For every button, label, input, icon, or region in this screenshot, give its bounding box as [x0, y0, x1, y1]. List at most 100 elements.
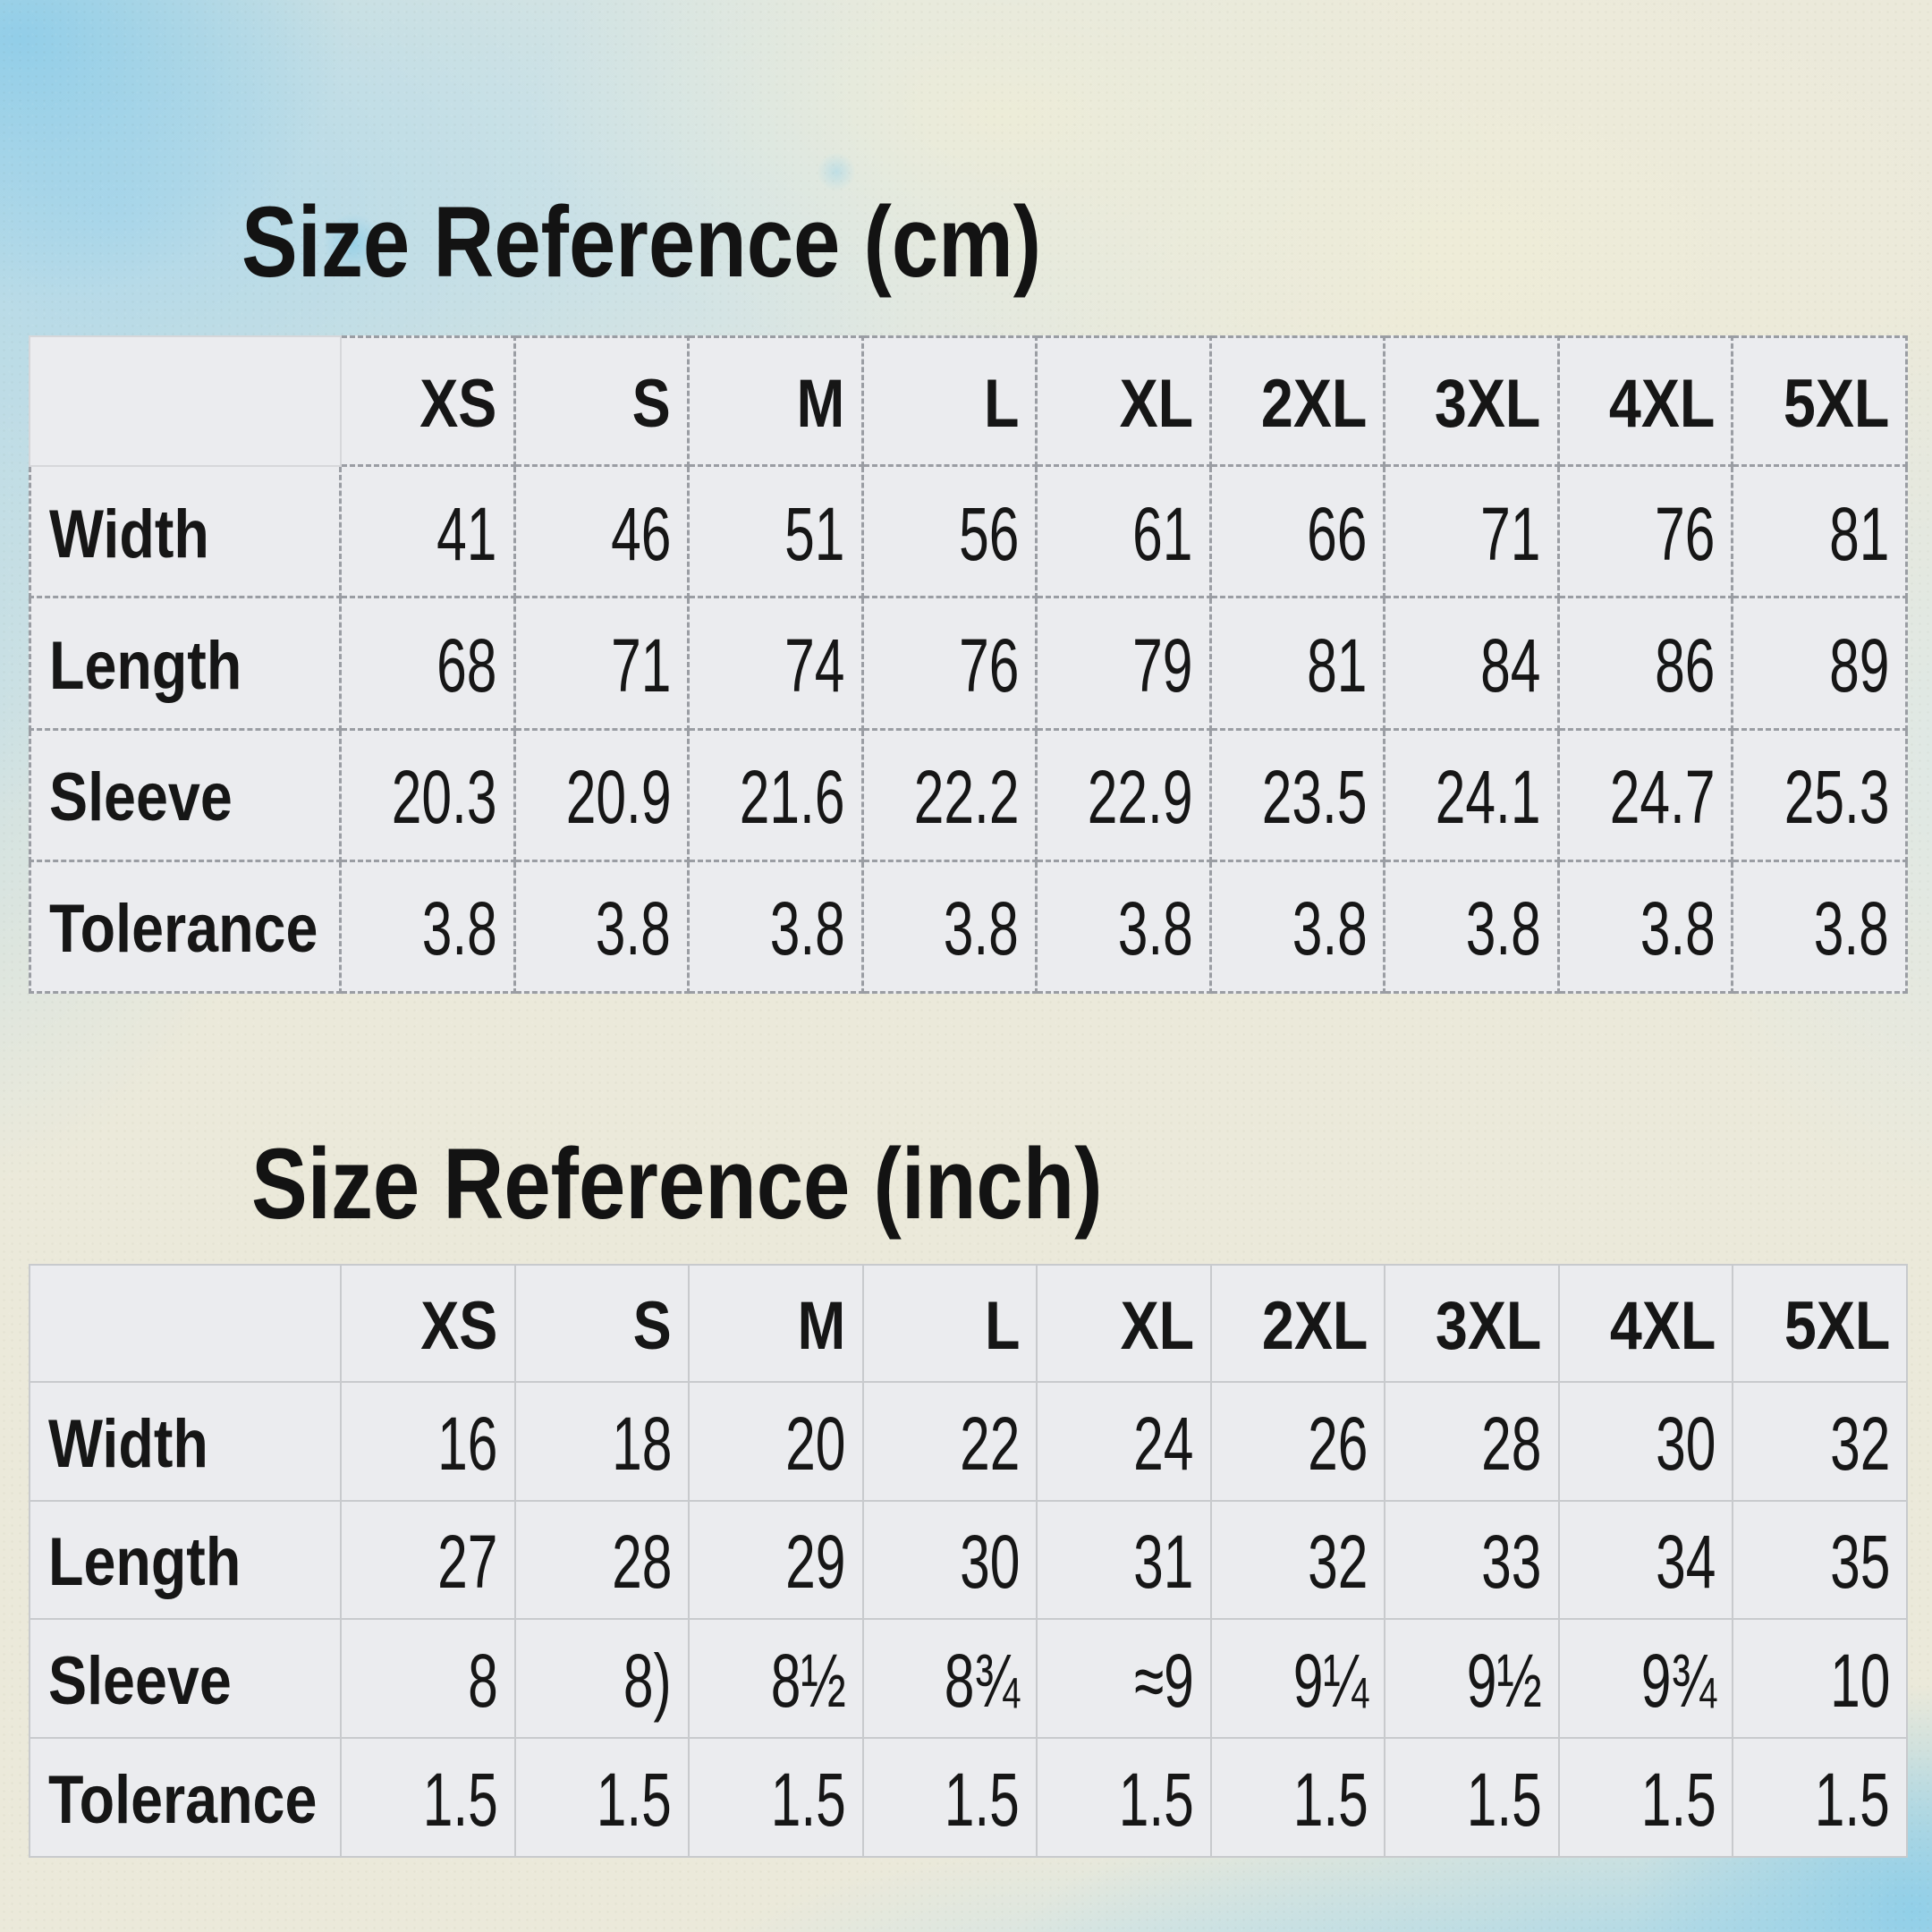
cell-width-m: 20 — [690, 1382, 864, 1502]
cell-text: 76 — [958, 623, 1020, 708]
size-table-cm: XS S M L XL 2XL 3XL 4XL 5XL Width 41 46 51 56 61 66 71 76… — [29, 335, 1908, 994]
cell-tolerance-4xl: 1.5 — [1559, 1739, 1734, 1858]
cell-tolerance-5xl: 1.5 — [1733, 1739, 1908, 1858]
cell-text: 23.5 — [1261, 755, 1368, 840]
column-header-s: S — [515, 1264, 691, 1383]
cell-text: 29 — [785, 1520, 846, 1605]
cell-text: 1.5 — [1640, 1758, 1716, 1843]
cell-length-3xl: 84 — [1385, 598, 1560, 731]
cell-length-m: 74 — [690, 598, 864, 731]
cell-length-l: 76 — [863, 598, 1038, 731]
cell-text: Sleeve — [48, 1643, 232, 1720]
cell-sleeve-3xl: 9½ — [1385, 1620, 1560, 1740]
row-label-width: Width — [29, 1382, 342, 1502]
cell-tolerance-xs: 1.5 — [342, 1739, 516, 1858]
cell-length-4xl: 86 — [1559, 598, 1734, 731]
cell-text: 20.3 — [391, 755, 497, 840]
cell-text: 24.1 — [1436, 755, 1541, 840]
cell-sleeve-m: 21.6 — [690, 730, 864, 862]
column-header-3xl: 3XL — [1385, 335, 1560, 468]
cell-length-xs: 68 — [342, 598, 516, 731]
row-label-sleeve: Sleeve — [29, 730, 342, 862]
cell-width-xs: 41 — [342, 467, 516, 599]
cell-text: 5XL — [1784, 1287, 1890, 1364]
cell-text: Width — [49, 496, 209, 572]
cell-text: 1.5 — [945, 1758, 1021, 1843]
cell-width-s: 18 — [515, 1382, 691, 1502]
cell-text: 27 — [437, 1520, 498, 1605]
title-text: Size Reference (cm) — [242, 186, 1042, 298]
cell-text: 3XL — [1436, 1287, 1542, 1364]
cell-length-m: 29 — [690, 1501, 864, 1621]
cell-text: 1.5 — [597, 1758, 673, 1843]
cell-text: 1.5 — [1814, 1758, 1890, 1843]
cell-text: 30 — [1656, 1401, 1716, 1486]
cell-tolerance-s: 3.8 — [515, 861, 691, 994]
cell-text: 34 — [1656, 1520, 1716, 1605]
cell-text: Width — [48, 1405, 208, 1482]
cell-text: 28 — [611, 1520, 673, 1605]
cell-text: 84 — [1480, 623, 1541, 708]
cell-text: 2XL — [1260, 366, 1368, 443]
cell-text: XS — [420, 1287, 498, 1364]
cell-text: Sleeve — [49, 759, 233, 836]
cell-text: 1.5 — [422, 1758, 498, 1843]
cell-width-l: 22 — [863, 1382, 1038, 1502]
cell-text: 3.8 — [1465, 886, 1541, 971]
cell-text: S — [633, 1287, 673, 1364]
cell-text: Tolerance — [49, 891, 318, 968]
column-header-m: M — [690, 1264, 864, 1383]
cell-text: 20 — [785, 1401, 846, 1486]
cell-text: 33 — [1481, 1520, 1542, 1605]
cell-sleeve-s: 20.9 — [515, 730, 691, 862]
cell-width-xl: 24 — [1038, 1382, 1212, 1502]
corner-cell — [29, 335, 342, 468]
cell-text: M — [796, 366, 845, 443]
column-header-xs: XS — [342, 335, 516, 468]
cell-length-xl: 79 — [1038, 598, 1212, 731]
cell-tolerance-m: 1.5 — [690, 1739, 864, 1858]
cell-text: 3.8 — [1117, 886, 1193, 971]
cell-text: 8 — [467, 1639, 498, 1724]
cell-tolerance-xs: 3.8 — [342, 861, 516, 994]
cell-text: 21.6 — [739, 755, 845, 840]
cell-length-xl: 31 — [1038, 1501, 1212, 1621]
cell-tolerance-3xl: 1.5 — [1385, 1739, 1560, 1858]
cell-tolerance-m: 3.8 — [690, 861, 864, 994]
cell-text: Tolerance — [48, 1762, 318, 1839]
title-size-reference-inch: Size Reference (inch) — [251, 1134, 1265, 1234]
cell-text: 79 — [1132, 623, 1193, 708]
cell-text: 1.5 — [1466, 1758, 1542, 1843]
cell-text: 31 — [1133, 1520, 1194, 1605]
cell-length-xs: 27 — [342, 1501, 516, 1621]
cell-text: 2XL — [1261, 1287, 1368, 1364]
cell-length-4xl: 34 — [1559, 1501, 1734, 1621]
cell-text: 35 — [1829, 1520, 1890, 1605]
cell-length-5xl: 89 — [1733, 598, 1908, 731]
cell-tolerance-xl: 1.5 — [1038, 1739, 1212, 1858]
cell-text: 22 — [959, 1401, 1021, 1486]
cell-text: 66 — [1307, 491, 1368, 576]
cell-text: 10 — [1829, 1639, 1890, 1724]
cell-sleeve-4xl: 24.7 — [1559, 730, 1734, 862]
column-header-xl: XL — [1038, 335, 1212, 468]
cell-length-2xl: 81 — [1211, 598, 1386, 731]
cell-text: XL — [1119, 366, 1193, 443]
cell-text: 71 — [610, 623, 672, 708]
column-header-l: L — [863, 1264, 1038, 1383]
cell-tolerance-l: 1.5 — [863, 1739, 1038, 1858]
column-header-4xl: 4XL — [1559, 335, 1734, 468]
cell-width-5xl: 32 — [1733, 1382, 1908, 1502]
column-header-5xl: 5XL — [1733, 1264, 1908, 1383]
cell-text: 24.7 — [1609, 755, 1716, 840]
cell-text: L — [984, 1287, 1021, 1364]
cell-sleeve-s: 8) — [515, 1620, 691, 1740]
cell-text: 3.8 — [944, 886, 1020, 971]
cell-tolerance-s: 1.5 — [515, 1739, 691, 1858]
row-label-tolerance: Tolerance — [29, 1739, 342, 1858]
cell-width-3xl: 28 — [1385, 1382, 1560, 1502]
cell-width-xl: 61 — [1038, 467, 1212, 599]
row-label-length: Length — [29, 1501, 342, 1621]
cell-text: 1.5 — [1118, 1758, 1194, 1843]
cell-tolerance-3xl: 3.8 — [1385, 861, 1560, 994]
